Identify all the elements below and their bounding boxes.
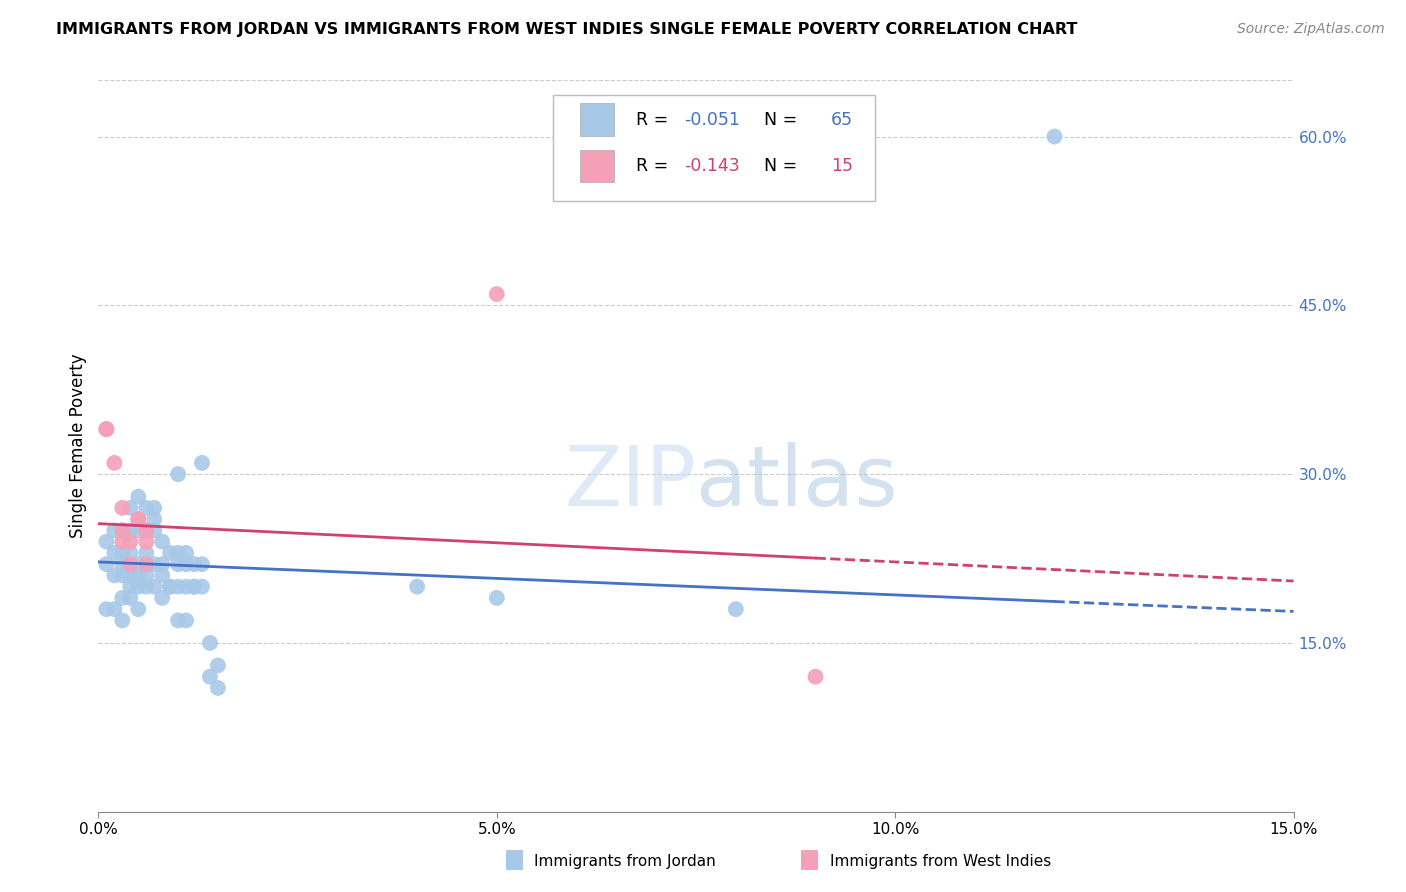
Point [150,591,173,605]
Point [167,614,190,628]
Text: ZIP: ZIP [564,442,696,523]
Text: 65: 65 [831,111,853,128]
Point [207,658,229,673]
Point [127,524,149,538]
Point [198,670,221,684]
Point [111,557,134,571]
Point [724,602,747,616]
Point [804,670,827,684]
Point [143,512,166,526]
Y-axis label: Single Female Poverty: Single Female Poverty [69,354,87,538]
Text: N =: N = [754,111,803,128]
Point [485,287,508,301]
Text: Immigrants from West Indies: Immigrants from West Indies [830,855,1050,869]
Point [127,557,149,571]
Point [111,524,134,538]
Point [135,500,157,515]
Point [143,580,166,594]
Point [111,568,134,582]
Point [135,568,157,582]
Point [159,546,181,560]
Point [183,557,205,571]
Point [127,568,149,582]
Point [111,524,134,538]
Text: IMMIGRANTS FROM JORDAN VS IMMIGRANTS FROM WEST INDIES SINGLE FEMALE POVERTY CORR: IMMIGRANTS FROM JORDAN VS IMMIGRANTS FRO… [56,22,1077,37]
Point [150,557,173,571]
Text: Immigrants from Jordan: Immigrants from Jordan [534,855,716,869]
Point [96,422,118,436]
Point [135,546,157,560]
Point [174,614,197,628]
Point [167,557,190,571]
Bar [581,150,613,183]
Point [406,580,429,594]
Point [96,602,118,616]
Point [143,500,166,515]
Point [120,524,142,538]
Point [174,557,197,571]
Text: atlas: atlas [696,442,897,523]
Text: R =: R = [637,157,673,175]
Point [135,524,157,538]
Point [159,580,181,594]
Point [174,546,197,560]
Point [1043,129,1066,144]
Point [135,557,157,571]
Text: 15: 15 [831,157,853,175]
Point [111,546,134,560]
Point [135,580,157,594]
Text: -0.051: -0.051 [685,111,740,128]
Point [485,591,508,605]
Bar [581,103,613,136]
Text: Source: ZipAtlas.com: Source: ZipAtlas.com [1237,22,1385,37]
Point [207,681,229,695]
Point [135,524,157,538]
Point [120,580,142,594]
Point [120,591,142,605]
Point [167,580,190,594]
Point [183,580,205,594]
Text: R =: R = [637,111,673,128]
Point [127,580,149,594]
Point [143,557,166,571]
Point [96,557,118,571]
Point [127,512,149,526]
Point [120,557,142,571]
Point [96,534,118,549]
Text: N =: N = [754,157,803,175]
FancyBboxPatch shape [553,95,876,201]
Point [143,524,166,538]
Point [150,568,173,582]
Point [103,602,125,616]
Point [183,580,205,594]
Point [191,456,214,470]
Point [103,568,125,582]
Point [135,534,157,549]
Point [159,580,181,594]
Point [167,546,190,560]
Point [191,557,214,571]
Point [111,534,134,549]
Point [96,422,118,436]
Point [120,500,142,515]
Point [103,524,125,538]
Point [103,546,125,560]
Point [167,467,190,482]
Point [120,568,142,582]
Point [127,490,149,504]
Point [111,500,134,515]
Text: -0.143: -0.143 [685,157,740,175]
Point [191,580,214,594]
Point [120,534,142,549]
Point [120,546,142,560]
Point [127,512,149,526]
Point [103,456,125,470]
Point [174,580,197,594]
Point [127,602,149,616]
Point [111,591,134,605]
Point [150,534,173,549]
Point [111,614,134,628]
Point [198,636,221,650]
